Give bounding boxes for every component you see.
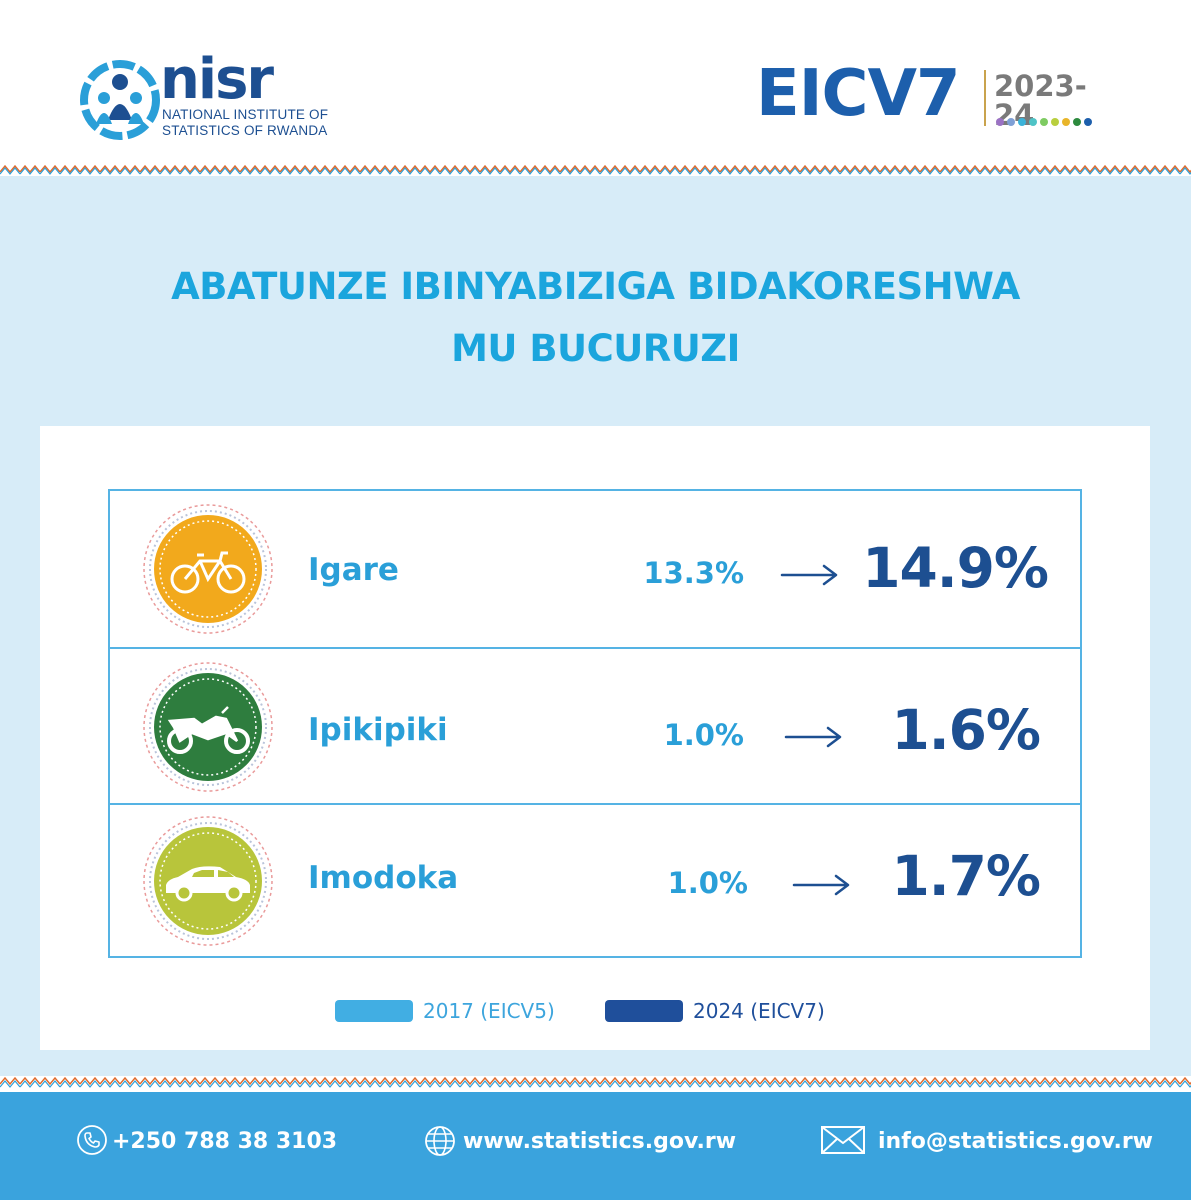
value-2024-igare: 14.9% (862, 536, 1049, 600)
legend-swatch-2017 (335, 1000, 413, 1022)
logo-wordmark: nisr (160, 47, 274, 112)
survey-name: EICV7 (756, 57, 961, 131)
motorcycle-badge (143, 662, 273, 792)
arrow-right-icon (780, 564, 838, 586)
header: nisr NATIONAL INSTITUTE OF STATISTICS OF… (0, 0, 1191, 165)
survey-dot-4 (1040, 118, 1048, 126)
motorcycle-icon (167, 706, 250, 754)
arrow-right-icon (784, 726, 842, 748)
bicycle-badge (143, 504, 273, 634)
vehicle-ownership-table: Igare 13.3% 14.9% Ipikipiki 1.0% 1.6% (108, 489, 1082, 958)
value-2024-ipikipiki: 1.6% (891, 698, 1041, 762)
survey-dot-1 (1007, 118, 1015, 126)
logo-subtitle-line2: STATISTICS OF RWANDA (162, 123, 328, 138)
table-row-igare: Igare 13.3% 14.9% (110, 491, 1080, 647)
page-title-line1: ABATUNZE IBINYABIZIGA BIDAKORESHWA (171, 265, 1020, 308)
decorative-pattern-bottom (0, 1076, 1191, 1090)
row-label-igare: Igare (308, 552, 399, 588)
footer (0, 1092, 1191, 1200)
table-row-ipikipiki: Ipikipiki 1.0% 1.6% (110, 647, 1080, 803)
survey-dot-2 (1018, 118, 1026, 126)
survey-dot-7 (1073, 118, 1081, 126)
car-icon (166, 866, 250, 902)
phone-number[interactable]: +250 788 38 3103 (112, 1129, 338, 1154)
survey-dot-3 (1029, 118, 1037, 126)
legend: 2017 (EICV5) 2024 (EICV7) (0, 998, 1191, 1024)
email-link[interactable]: info@statistics.gov.rw (878, 1129, 1153, 1154)
nisr-logo-mark-icon (80, 60, 160, 140)
phone-icon (77, 1125, 107, 1155)
bicycle-icon (170, 551, 246, 594)
page-title: ABATUNZE IBINYABIZIGA BIDAKORESHWA MU BU… (0, 256, 1191, 380)
survey-color-dots (996, 118, 1092, 126)
survey-dot-0 (996, 118, 1004, 126)
page-title-line2: MU BUCURUZI (451, 327, 740, 370)
value-2017-igare: 13.3% (643, 556, 744, 590)
survey-dot-8 (1084, 118, 1092, 126)
arrow-right-icon (792, 874, 850, 896)
survey-dot-6 (1062, 118, 1070, 126)
value-2017-ipikipiki: 1.0% (663, 718, 744, 752)
car-badge (143, 816, 273, 946)
table-row-imodoka: Imodoka 1.0% 1.7% (110, 803, 1080, 956)
envelope-icon (821, 1126, 865, 1154)
legend-label-2017: 2017 (EICV5) (423, 999, 555, 1023)
value-2024-imodoka: 1.7% (891, 844, 1041, 908)
website-link[interactable]: www.statistics.gov.rw (463, 1129, 737, 1154)
survey-dot-5 (1051, 118, 1059, 126)
legend-label-2024: 2024 (EICV7) (693, 999, 825, 1023)
row-label-imodoka: Imodoka (308, 860, 459, 896)
nisr-logo[interactable]: nisr NATIONAL INSTITUTE OF STATISTICS OF… (78, 52, 338, 148)
legend-swatch-2024 (605, 1000, 683, 1022)
decorative-pattern-top (0, 162, 1191, 176)
logo-subtitle-line1: NATIONAL INSTITUTE OF (162, 107, 329, 122)
globe-icon (425, 1126, 455, 1156)
value-2017-imodoka: 1.0% (667, 866, 748, 900)
survey-separator (984, 70, 986, 126)
row-label-ipikipiki: Ipikipiki (308, 712, 448, 748)
